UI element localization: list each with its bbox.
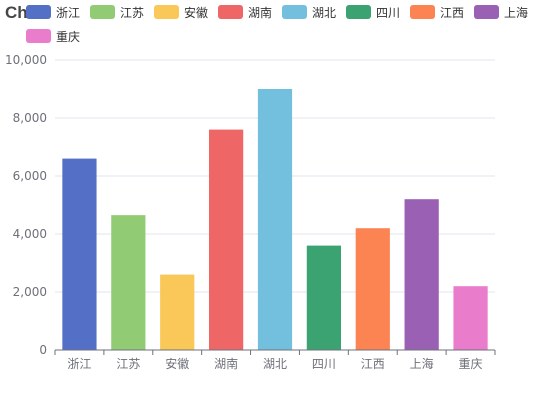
bar-7[interactable] — [355, 228, 390, 350]
x-tick-label: 重庆 — [459, 357, 483, 371]
legend-item[interactable]: 重庆 — [26, 29, 80, 44]
bar-1[interactable] — [62, 158, 97, 350]
bar-4[interactable] — [209, 129, 244, 350]
y-tick-label: 4,000 — [13, 227, 47, 241]
bar-2[interactable] — [111, 215, 146, 350]
bars — [62, 89, 488, 350]
y-tick-label: 6,000 — [13, 169, 47, 183]
legend-item[interactable]: 浙江 — [26, 5, 80, 20]
legend-swatch — [410, 5, 435, 19]
x-axis: 浙江 江苏 安徽 湖南 湖北 四川 江西 上海 重庆 — [54, 349, 496, 371]
x-tick-label: 上海 — [410, 356, 434, 371]
legend-swatch — [282, 5, 307, 19]
y-axis: 0 2,000 4,000 6,000 8,000 10,000 — [5, 53, 47, 357]
legend-label: 重庆 — [56, 30, 80, 44]
legend-item[interactable]: 安徽 — [154, 5, 208, 20]
legend-label: 安徽 — [184, 5, 208, 20]
legend-label: 江西 — [440, 6, 464, 20]
x-tick-label: 湖南 — [214, 356, 238, 371]
y-tick-label: 0 — [39, 343, 47, 357]
bar-3[interactable] — [160, 274, 195, 350]
bar-5[interactable] — [257, 89, 293, 350]
y-tick-label: 2,000 — [13, 285, 47, 299]
legend-item[interactable]: 四川 — [346, 5, 400, 20]
legend-item[interactable]: 湖北 — [282, 5, 336, 20]
bar-6[interactable] — [306, 245, 341, 350]
legend-swatch — [26, 29, 51, 43]
legend-label: 湖南 — [248, 5, 272, 20]
x-tick-label: 浙江 — [67, 357, 91, 371]
legend-swatch — [26, 5, 51, 19]
y-tick-label: 8,000 — [13, 111, 47, 125]
legend-label: 上海 — [504, 5, 528, 20]
legend-label: 江苏 — [120, 6, 144, 20]
legend-label: 浙江 — [56, 6, 80, 20]
bar-8[interactable] — [404, 199, 439, 350]
legend-item[interactable]: 上海 — [474, 5, 528, 20]
x-tick-label: 安徽 — [165, 356, 189, 371]
legend-swatch — [218, 5, 243, 19]
legend-item[interactable]: 江西 — [410, 5, 464, 20]
legend-swatch — [474, 5, 499, 19]
x-tick-label: 湖北 — [263, 356, 287, 371]
x-tick-label: 四川 — [312, 357, 336, 371]
legend-swatch — [90, 5, 115, 19]
legend-swatch — [346, 5, 371, 19]
x-tick-label: 江西 — [361, 357, 385, 371]
y-tick-label: 10,000 — [5, 53, 47, 67]
legend-item[interactable]: 江苏 — [90, 5, 144, 20]
legend-label: 湖北 — [312, 5, 336, 20]
x-tick-label: 江苏 — [116, 357, 140, 371]
legend-swatch — [154, 5, 179, 19]
legend-label: 四川 — [376, 6, 400, 20]
bar-9[interactable] — [453, 286, 488, 350]
legend-item[interactable]: 湖南 — [218, 5, 272, 20]
